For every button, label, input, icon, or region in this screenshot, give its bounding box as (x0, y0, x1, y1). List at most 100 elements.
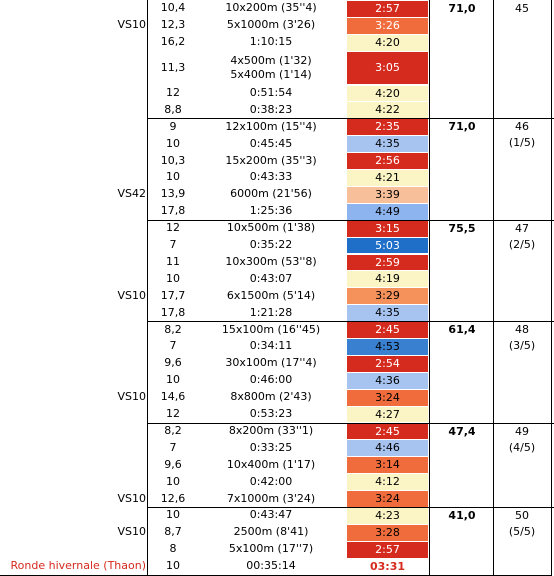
pace-cell: 3:39 (347, 186, 428, 203)
distance-cell: 10 (166, 508, 180, 522)
workout-cell: 30x100m (17''4) (225, 356, 317, 370)
workout-cell: 8x200m (33''1) (228, 423, 314, 437)
workout-cell: 2500m (8'41) (233, 525, 309, 539)
pace-cell: 4:35 (347, 136, 428, 153)
workout-cell: 10x200m (35''4) (225, 1, 317, 15)
pace-cell: 4:46 (347, 440, 428, 457)
workout-cell: 0:35:22 (249, 238, 293, 252)
column-border (551, 0, 552, 575)
pace-cell: 4:19 (347, 271, 428, 288)
pace-cell: 3:14 (347, 457, 428, 474)
workout-cell: 0:46:00 (249, 373, 293, 387)
pace-cell: 3:26 (347, 17, 428, 34)
week-total: 61,4 (448, 323, 476, 337)
distance-cell: 12 (166, 85, 180, 99)
distance-cell: 13,9 (160, 187, 186, 201)
pace-cell: 3:15 (347, 220, 428, 237)
pace-cell: 4:22 (347, 102, 428, 119)
distance-cell: 12 (166, 221, 180, 235)
session-tag: VS10 (117, 288, 146, 302)
distance-cell: 10 (166, 373, 180, 387)
pace-cell: 4:53 (347, 339, 428, 355)
session-tag: VS42 (117, 187, 146, 201)
pace-cell: 2:54 (347, 355, 428, 372)
pace-cell: 3:24 (347, 389, 428, 406)
session-tag: VS10 (117, 491, 146, 505)
distance-cell: 9,6 (164, 356, 182, 370)
pace-cell: 4:20 (347, 34, 428, 51)
workout-cell: 0:53:23 (249, 407, 293, 421)
pace-cell: 3:05 (347, 51, 428, 85)
workout-cell: 15x100m (16''45) (221, 322, 321, 336)
pace-cell: 5:03 (347, 237, 428, 254)
pace-cell: 2:45 (347, 423, 428, 440)
pace-cell: 4:27 (347, 406, 428, 423)
week-total: 71,0 (448, 120, 476, 134)
session-tag: VS10 (117, 390, 146, 404)
distance-cell: 10 (166, 271, 180, 285)
distance-cell: 7 (169, 440, 177, 454)
distance-cell: 12 (166, 407, 180, 421)
workout-cell: 12x100m (15''4) (225, 119, 317, 133)
workout-cell: 5x1000m (3'26) (226, 18, 316, 32)
pace-cell: 4:49 (347, 203, 428, 220)
table-bottom-border (0, 574, 552, 576)
distance-cell: 7 (169, 339, 177, 353)
workout-cell: 0:33:25 (249, 440, 293, 454)
pace-cell: 2:45 (347, 322, 428, 338)
workout-cell: 7x1000m (3'24) (226, 491, 316, 505)
distance-cell: 8 (169, 542, 177, 556)
session-tag: VS10 (117, 525, 146, 539)
distance-cell: 8,2 (164, 322, 182, 336)
workout-cell: 0:51:54 (249, 85, 293, 99)
week-cycle: (4/5) (508, 440, 536, 454)
week-number: 45 (515, 2, 529, 15)
pace-cell: 4:21 (347, 170, 428, 186)
week-cycle: (1/5) (508, 136, 536, 150)
race-name: Ronde hivernale (Thaon) (10, 559, 146, 573)
distance-cell: 10 (166, 559, 180, 573)
week-separator (148, 321, 554, 323)
week-cycle: (3/5) (508, 339, 536, 353)
pace-cell: 3:29 (347, 288, 428, 305)
distance-cell: 8,7 (164, 525, 182, 539)
pace-cell: 2:35 (347, 119, 428, 136)
distance-cell: 10 (166, 170, 180, 184)
workout-cell: 1:25:36 (249, 204, 293, 218)
workout-cell: 0:43:47 (249, 508, 293, 522)
workout-cell: 4x500m (1'32) 5x400m (1'14) (230, 53, 312, 81)
distance-cell: 12,6 (160, 491, 186, 505)
distance-cell: 17,8 (160, 204, 186, 218)
week-number: 48 (515, 323, 529, 337)
workout-cell: 1:21:28 (249, 305, 293, 319)
session-tag: VS10 (117, 18, 146, 32)
distance-cell: 10 (166, 136, 180, 150)
pace-cell: 4:36 (347, 372, 428, 389)
distance-cell: 7 (169, 238, 177, 252)
distance-cell: 9 (169, 119, 177, 133)
pace-cell: 4:35 (347, 305, 428, 322)
workout-cell: 0:34:11 (249, 339, 293, 353)
column-border (147, 0, 148, 575)
pace-cell: 2:56 (347, 153, 428, 169)
distance-cell: 11 (166, 254, 180, 268)
pace-cell: 3:24 (347, 491, 428, 507)
column-border (429, 0, 430, 575)
week-separator (148, 219, 554, 221)
pace-cell: 4:12 (347, 474, 428, 491)
workout-cell: 00:35:14 (246, 559, 296, 573)
week-separator (148, 422, 554, 424)
distance-cell: 11,3 (160, 60, 186, 74)
workout-cell: 0:43:33 (249, 170, 293, 184)
distance-cell: 10 (166, 474, 180, 488)
week-total: 41,0 (448, 509, 476, 522)
pace-cell: 03:31 (347, 558, 428, 575)
workout-cell: 0:45:45 (249, 136, 293, 150)
workout-cell: 0:43:07 (249, 271, 293, 285)
workout-cell: 0:42:00 (249, 474, 293, 488)
week-separator (148, 507, 554, 508)
distance-cell: 10,4 (160, 1, 186, 15)
pace-cell: 2:57 (347, 541, 428, 558)
pace-cell: 2:59 (347, 254, 428, 271)
workout-cell: 1:10:15 (249, 35, 293, 49)
